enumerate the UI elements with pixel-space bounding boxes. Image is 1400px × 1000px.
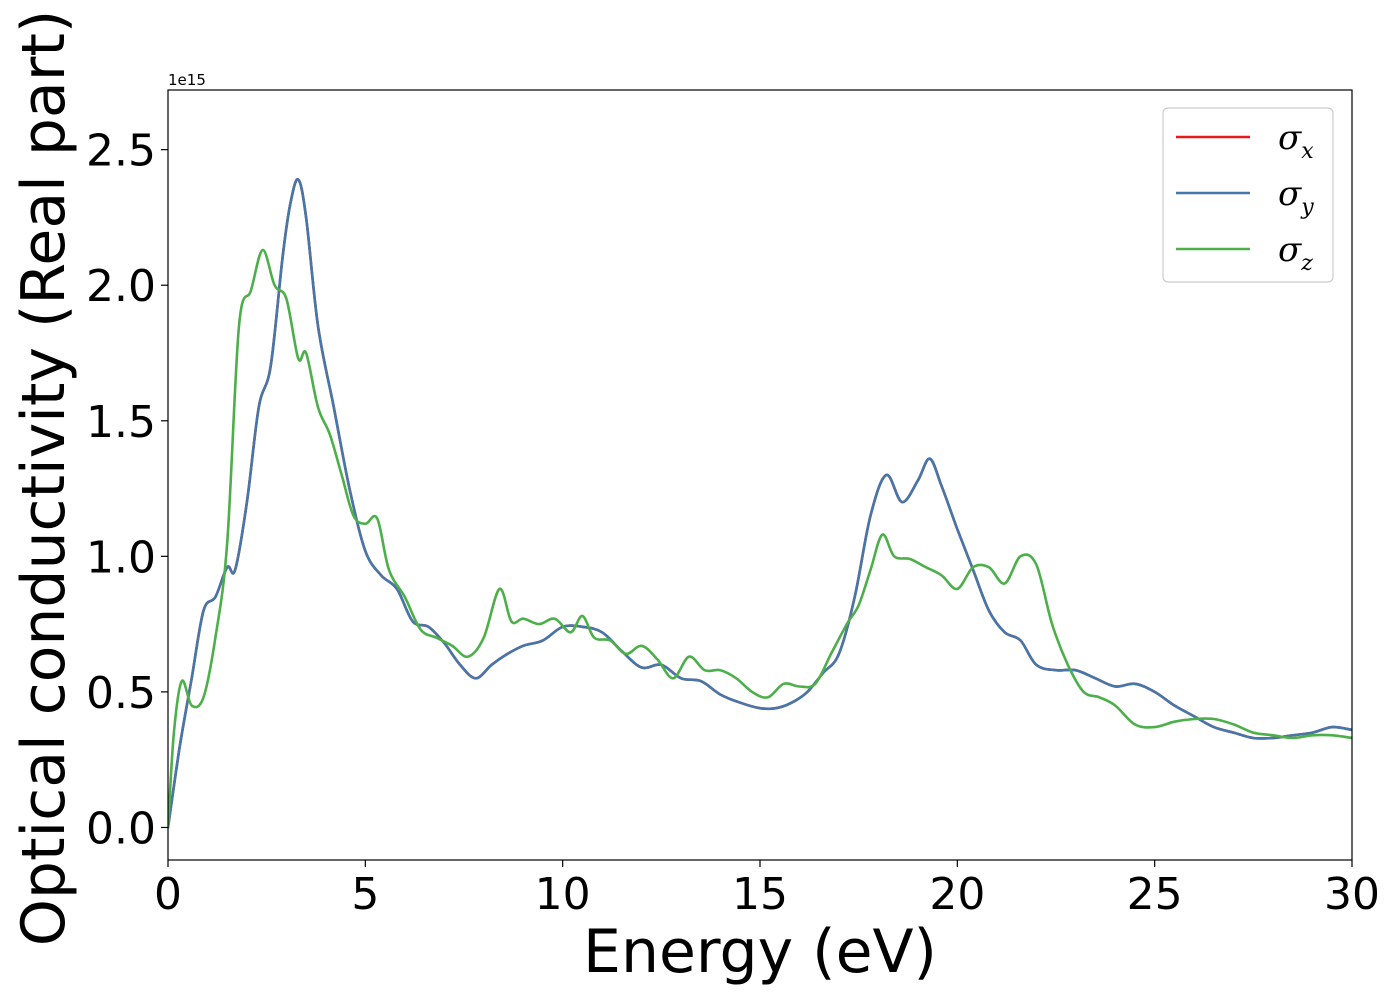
legend-label-z: σz: [1278, 230, 1313, 276]
x-tick-label: 15: [732, 869, 788, 920]
x-tick-label: 10: [535, 869, 591, 920]
legend: σx σy σz: [1162, 107, 1334, 283]
x-tick-label: 25: [1127, 869, 1183, 920]
legend-label-y: σy: [1278, 174, 1314, 220]
y-tick-label: 2.5: [86, 126, 156, 177]
x-tick-label: 30: [1324, 869, 1380, 920]
y-tick-label: 2.0: [86, 261, 156, 312]
legend-frame: [1162, 107, 1334, 283]
legend-label-x: σx: [1278, 118, 1314, 164]
x-tick-label: 20: [929, 869, 985, 920]
y-tick-label: 0.5: [86, 668, 156, 719]
x-tick-label: 5: [351, 869, 379, 920]
series-line-z: [168, 248, 1352, 829]
x-tick-label: 0: [154, 869, 182, 920]
y-offset-label: 1e15: [168, 71, 206, 89]
y-tick-label: 1.0: [86, 532, 156, 583]
y-tick-label: 0.0: [86, 803, 156, 854]
x-axis-title: Energy (eV): [583, 917, 937, 987]
series-line-y: [168, 178, 1352, 829]
series-layer: [168, 178, 1352, 829]
x-axis: 0 5 10 15 20 25 30: [154, 860, 1380, 920]
y-axis-title: Optical conductivity (Real part): [9, 10, 79, 947]
y-axis: 0.0 0.5 1.0 1.5 2.0 2.5: [86, 126, 168, 854]
y-tick-label: 1.5: [86, 397, 156, 448]
